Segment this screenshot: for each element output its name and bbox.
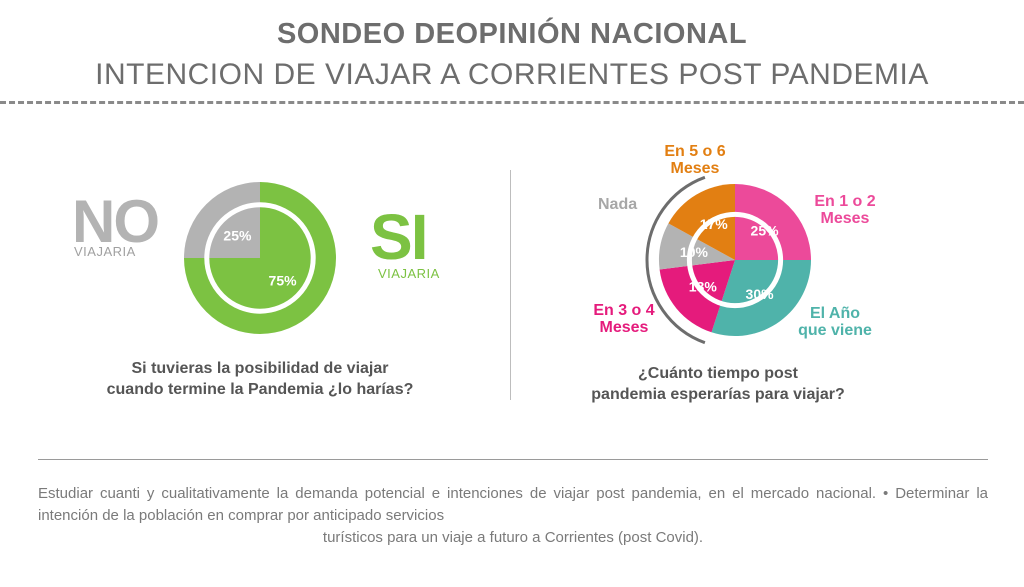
label-en-5-o-6-line-2: Meses bbox=[670, 160, 720, 177]
pie-inner-ring bbox=[204, 202, 316, 314]
footer-last-line: turísticos para un viaje a futuro a Corr… bbox=[322, 529, 704, 546]
label-el-ano-line-1: El Año bbox=[809, 305, 861, 322]
chart-tiempo-espera: 25%30%18%10%17% bbox=[645, 175, 811, 345]
pie-slice-nada bbox=[659, 223, 735, 270]
dashed-divider bbox=[0, 101, 1024, 104]
pie-slice-en-3-o-4-meses bbox=[659, 260, 735, 333]
decorative-outer-arc bbox=[645, 175, 706, 345]
legend-si-word: SI bbox=[370, 201, 428, 273]
question-1: Si tuvieras la posibilidad de viajar cua… bbox=[80, 358, 440, 400]
label-en-3-o-4-line-2: Meses bbox=[599, 319, 649, 336]
pie-value-label: 25% bbox=[223, 227, 252, 243]
label-en-5-o-6-line-1: En 5 o 6 bbox=[664, 143, 726, 160]
page-subtitle: INTENCION DE VIAJAR A CORRIENTES POST PA… bbox=[95, 58, 929, 91]
pie-value-label: 17% bbox=[700, 216, 729, 232]
pie-value-label: 75% bbox=[269, 273, 298, 289]
page-title: SONDEO DEOPINIÓN NACIONAL bbox=[276, 18, 748, 50]
question-2: ¿Cuánto tiempo post pandemia esperarías … bbox=[548, 363, 888, 405]
vertical-divider bbox=[510, 170, 511, 400]
question-1-line-1: Si tuvieras la posibilidad de viajar bbox=[131, 360, 389, 377]
label-en-1-o-2-line-1: En 1 o 2 bbox=[814, 193, 876, 210]
question-2-line-1: ¿Cuánto tiempo post bbox=[638, 365, 798, 382]
label-el-ano-line-2: que viene bbox=[798, 322, 872, 339]
label-en-3-o-4-line-1: En 3 o 4 bbox=[593, 302, 655, 319]
label-en-1-o-2-meses: En 1 o 2 Meses bbox=[800, 193, 890, 227]
label-en-3-o-4-meses: En 3 o 4 Meses bbox=[584, 302, 664, 336]
legend-si-sub: VIAJARIA bbox=[378, 266, 440, 281]
question-2-line-2: pandemia esperarías para viajar? bbox=[591, 386, 845, 403]
legend-no-word: NO bbox=[72, 188, 160, 255]
chart-viajaria: 25% 75% bbox=[184, 182, 336, 334]
label-nada: Nada bbox=[598, 196, 638, 213]
pie-inner-ring bbox=[686, 211, 784, 309]
label-en-1-o-2-line-2: Meses bbox=[820, 210, 870, 227]
pie-slice-en-5-o-6-meses bbox=[668, 184, 735, 260]
footer-text: Estudiar cuanti y cualitativamente la de… bbox=[38, 483, 988, 549]
question-1-line-2: cuando termine la Pandemia ¿lo harías? bbox=[106, 381, 414, 398]
pie-slice-en-1-o-2-meses bbox=[735, 184, 811, 260]
label-en-5-o-6-meses: En 5 o 6 Meses bbox=[640, 143, 750, 177]
footer-body: Estudiar cuanti y cualitativamente la de… bbox=[38, 485, 988, 524]
pie-value-label: 10% bbox=[680, 244, 709, 260]
label-el-ano-que-viene: El Año que viene bbox=[790, 305, 880, 339]
footer-divider bbox=[38, 459, 988, 460]
legend-no-sub: VIAJARIA bbox=[74, 244, 136, 259]
